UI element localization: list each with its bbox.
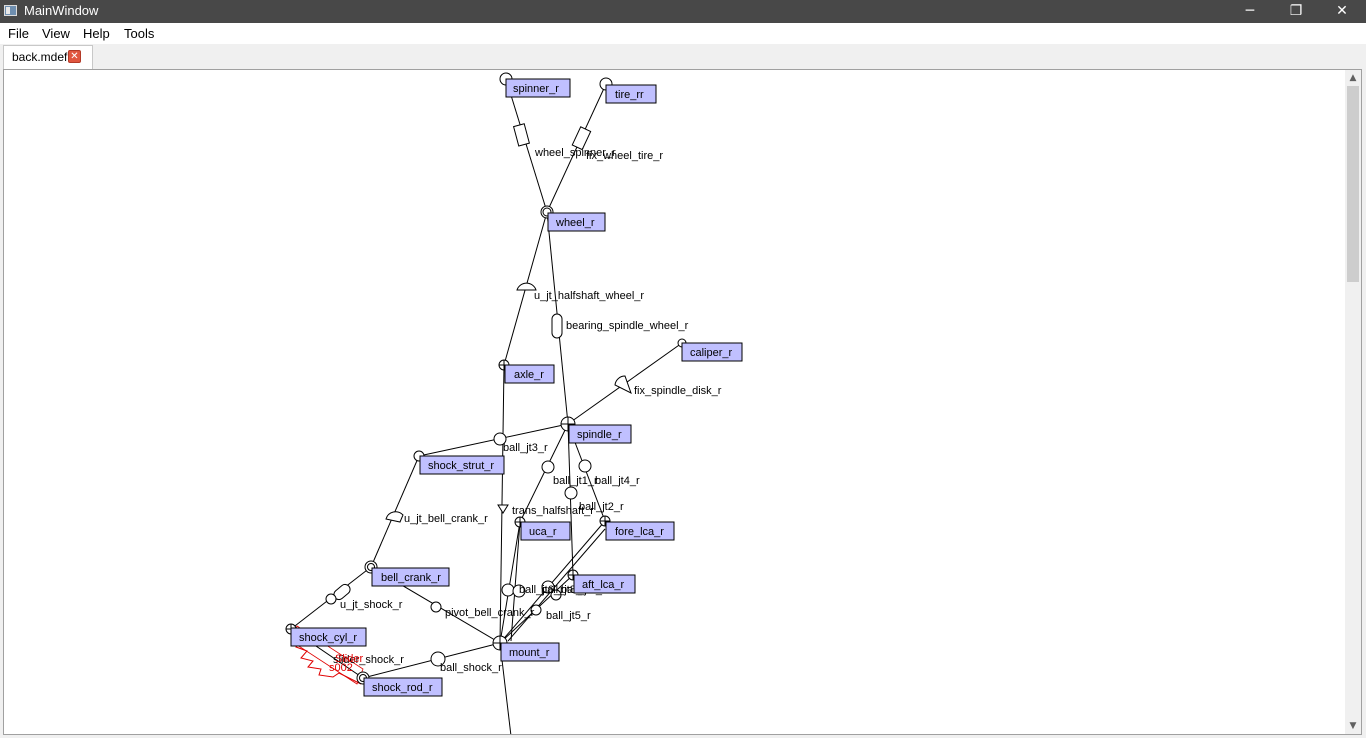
revolute-joint-icon[interactable] bbox=[430, 601, 442, 613]
node-icon bbox=[367, 563, 375, 571]
tab-label: back.mdef bbox=[12, 50, 68, 64]
joint-label-u-jt-shock: u_jt_shock_r bbox=[340, 599, 403, 611]
body-label: bell_crank_r bbox=[381, 572, 441, 584]
ball-joint-icon[interactable] bbox=[512, 584, 526, 598]
ball-joint-icon[interactable] bbox=[564, 486, 578, 500]
slider-overlap-label: Slider bbox=[335, 653, 363, 665]
spring-label: s002 bbox=[329, 662, 353, 674]
body-labels: spinner_r tire_rr wheel_r axle_r caliper… bbox=[290, 78, 743, 697]
ball-joint-icon[interactable] bbox=[501, 583, 515, 597]
body-label: fore_lca_r bbox=[615, 526, 664, 538]
body-spinner-r[interactable]: spinner_r bbox=[505, 78, 571, 98]
body-label: axle_r bbox=[514, 369, 544, 381]
joint-symbols bbox=[325, 123, 632, 667]
ball-joint-icon[interactable] bbox=[578, 459, 592, 473]
scroll-thumb[interactable] bbox=[1347, 86, 1359, 282]
joint-label-ball-jt3: ball_jt3_r bbox=[503, 442, 548, 454]
close-button[interactable]: ✕ bbox=[1336, 3, 1348, 19]
body-shock-strut-r[interactable]: shock_strut_r bbox=[419, 455, 505, 475]
tab-close-icon[interactable]: ✕ bbox=[68, 50, 81, 63]
body-spindle-r[interactable]: spindle_r bbox=[568, 424, 632, 444]
ball-joint-icon[interactable] bbox=[550, 589, 562, 601]
body-label: shock_rod_r bbox=[372, 682, 433, 694]
joint-node-icon[interactable] bbox=[325, 593, 337, 605]
joint-label-slider-shock: slider_shock_r bbox=[333, 654, 404, 666]
tab-back-mdef[interactable]: back.mdef ✕ bbox=[3, 45, 93, 69]
universal-joint-icon[interactable] bbox=[385, 511, 404, 523]
body-axle-r[interactable]: axle_r bbox=[504, 364, 555, 384]
body-mount-r[interactable]: mount_r bbox=[500, 642, 560, 662]
body-label: spinner_r bbox=[513, 83, 559, 95]
menu-tools[interactable]: Tools bbox=[124, 26, 155, 41]
ball-joint-icon[interactable] bbox=[541, 580, 555, 594]
body-label: shock_cyl_r bbox=[299, 632, 357, 644]
joint-label-ball-shock: ball_shock_r bbox=[440, 662, 502, 674]
joint-label-ball-jt1: ball_jt1_r bbox=[553, 475, 598, 487]
window-title: MainWindow bbox=[24, 3, 99, 18]
vertical-scrollbar[interactable]: ▲ ▼ bbox=[1345, 70, 1361, 734]
body-label: aft_lca_r bbox=[582, 579, 625, 591]
bearing-joint-icon[interactable] bbox=[551, 313, 563, 339]
body-shock-cyl-r[interactable]: shock_cyl_r bbox=[290, 627, 367, 647]
menu-view[interactable]: View bbox=[42, 26, 70, 41]
body-wheel-r[interactable]: wheel_r bbox=[547, 212, 606, 232]
joint-label-ball-jt6: ball_jt6_r bbox=[519, 584, 564, 596]
fixed-disk-joint-icon[interactable] bbox=[614, 375, 632, 395]
diagram-canvas[interactable]: wheel_spinner_r fix_wheel_tire_r u_jt_ha… bbox=[3, 69, 1362, 735]
joint-label-pivot-bell-crank: pivot_bell_crank_r bbox=[445, 607, 535, 619]
ball-joint-icon[interactable] bbox=[430, 651, 446, 667]
mechanism-graph: wheel_spinner_r fix_wheel_tire_r u_jt_ha… bbox=[285, 72, 743, 734]
body-label: mount_r bbox=[509, 647, 550, 659]
ball-joint-icon[interactable] bbox=[541, 460, 555, 474]
joint-label-fix-wheel-tire: fix_wheel_tire_r bbox=[586, 150, 663, 162]
joint-label-trans-halfshaft: trans_halfshaft_r bbox=[512, 505, 594, 517]
body-label: shock_strut_r bbox=[428, 460, 494, 472]
body-label: wheel_r bbox=[555, 217, 595, 229]
joint-label-wheel-spinner: wheel_spinner_r bbox=[534, 147, 616, 159]
body-bell-crank-r[interactable]: bell_crank_r bbox=[371, 567, 450, 587]
menu-file[interactable]: File bbox=[8, 26, 29, 41]
ball-joint-icon[interactable] bbox=[530, 604, 542, 616]
body-tire-rr[interactable]: tire_rr bbox=[605, 84, 657, 104]
joint-label-u-jt-bell-crank: u_jt_bell_crank_r bbox=[404, 513, 488, 525]
joint-label-ball-jt2: ball_jt2_r bbox=[579, 501, 624, 513]
scroll-up-icon[interactable]: ▲ bbox=[1349, 73, 1357, 83]
translational-joint-icon[interactable] bbox=[497, 504, 509, 514]
maximize-button[interactable]: ❐ bbox=[1289, 3, 1303, 19]
app-icon bbox=[4, 5, 17, 16]
joint-label-u-jt-halfshaft-wheel: u_jt_halfshaft_wheel_r bbox=[534, 290, 644, 302]
tab-bar: back.mdef ✕ bbox=[0, 44, 1366, 69]
scroll-down-icon[interactable]: ▼ bbox=[1349, 721, 1357, 731]
body-label: spindle_r bbox=[577, 429, 622, 441]
fixed-joint-icon[interactable] bbox=[571, 126, 592, 151]
revolute-joint-icon[interactable] bbox=[512, 123, 530, 147]
body-aft-lca-r[interactable]: aft_lca_r bbox=[573, 574, 636, 594]
body-fore-lca-r[interactable]: fore_lca_r bbox=[605, 521, 675, 541]
joint-label-ball-jt5: ball_jt5_r bbox=[546, 610, 591, 622]
title-bar: MainWindow ─ ❐ ✕ bbox=[0, 0, 1366, 23]
joint-label-fix-spindle-disk: fix_spindle_disk_r bbox=[634, 385, 722, 397]
menu-bar: File View Help Tools bbox=[0, 23, 1366, 44]
joint-label-ball-jt4: ball_jt4_r bbox=[595, 475, 640, 487]
universal-joint-icon[interactable] bbox=[516, 282, 537, 291]
node-icon bbox=[542, 207, 552, 217]
ball-joint-icon[interactable] bbox=[493, 432, 507, 446]
body-shock-rod-r[interactable]: shock_rod_r bbox=[363, 677, 443, 697]
menu-help[interactable]: Help bbox=[83, 26, 110, 41]
body-uca-r[interactable]: uca_r bbox=[520, 521, 571, 541]
joint-labels: wheel_spinner_r fix_wheel_tire_r u_jt_ha… bbox=[329, 147, 722, 674]
body-label: uca_r bbox=[529, 526, 557, 538]
body-caliper-r[interactable]: caliper_r bbox=[681, 342, 743, 362]
body-label: tire_rr bbox=[615, 89, 644, 101]
body-label: caliper_r bbox=[690, 347, 733, 359]
minimize-button[interactable]: ─ bbox=[1245, 3, 1255, 19]
joint-label-bearing-spindle-wheel: bearing_spindle_wheel_r bbox=[566, 320, 689, 332]
